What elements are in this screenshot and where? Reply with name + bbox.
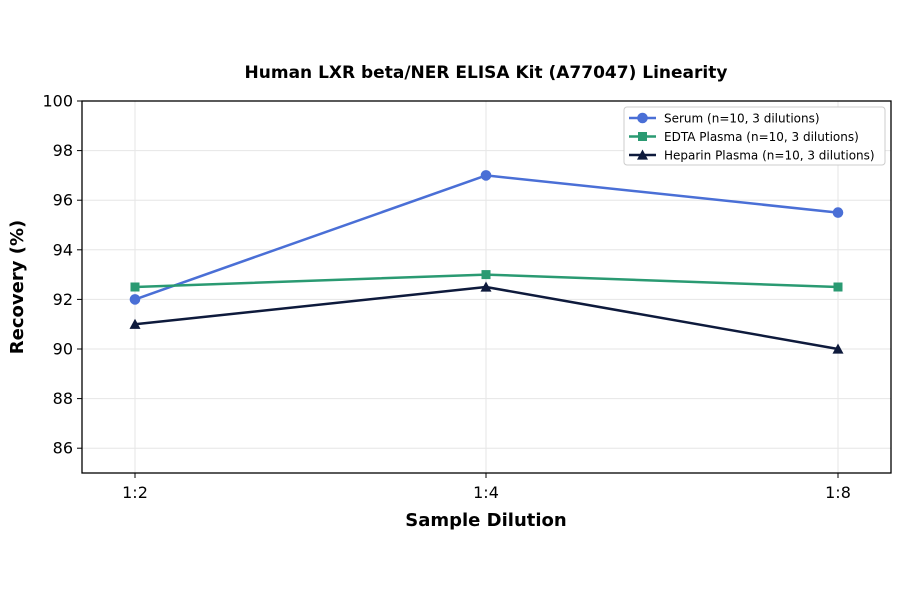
legend: Serum (n=10, 3 dilutions) EDTA Plasma (n=… (623, 106, 886, 166)
axis-ticks: 86 88 90 92 94 96 98 100 1:2 1:4 1:8 (42, 92, 850, 503)
legend-box (623, 106, 886, 166)
plot-area-frame (81, 100, 892, 474)
y-tick-label: 94 (53, 240, 73, 259)
data-point (130, 282, 140, 292)
legend-label: Serum (n=10, 3 dilutions) (664, 111, 820, 125)
chart-title: Human LXR beta/NER ELISA Kit (A77047) Li… (245, 63, 728, 83)
x-tick-label: 1:4 (473, 483, 499, 502)
series-0 (129, 170, 844, 305)
series-1 (130, 270, 843, 292)
y-tick-label: 86 (53, 439, 73, 458)
data-point (480, 281, 492, 292)
x-axis-label: Sample Dilution (405, 510, 566, 531)
y-tick-label: 88 (53, 389, 73, 408)
data-point (129, 318, 141, 329)
y-tick-label: 90 (53, 340, 73, 359)
x-tick-label: 1:8 (825, 483, 851, 502)
data-point (480, 170, 492, 181)
series-2 (129, 281, 844, 354)
legend-entry: Heparin Plasma (n=10, 3 dilutions) (629, 148, 875, 162)
data-point (833, 282, 843, 292)
legend-label: Heparin Plasma (n=10, 3 dilutions) (664, 148, 875, 162)
legend-marker (637, 112, 648, 124)
legend-entry: EDTA Plasma (n=10, 3 dilutions) (629, 130, 859, 144)
data-point (481, 270, 491, 280)
y-tick-label: 100 (42, 92, 73, 111)
legend-label: EDTA Plasma (n=10, 3 dilutions) (664, 130, 859, 144)
data-point (129, 294, 141, 305)
legend-marker (638, 132, 647, 141)
data-point (832, 207, 844, 218)
legend-marker (637, 149, 648, 160)
y-tick-label: 98 (53, 141, 73, 160)
y-tick-label: 92 (53, 290, 73, 309)
series-lines (129, 170, 844, 354)
legend-entry: Serum (n=10, 3 dilutions) (629, 111, 820, 125)
data-point (832, 343, 844, 354)
y-axis-label: Recovery (%) (7, 220, 28, 354)
x-tick-label: 1:2 (122, 483, 148, 502)
y-tick-label: 96 (53, 191, 73, 210)
